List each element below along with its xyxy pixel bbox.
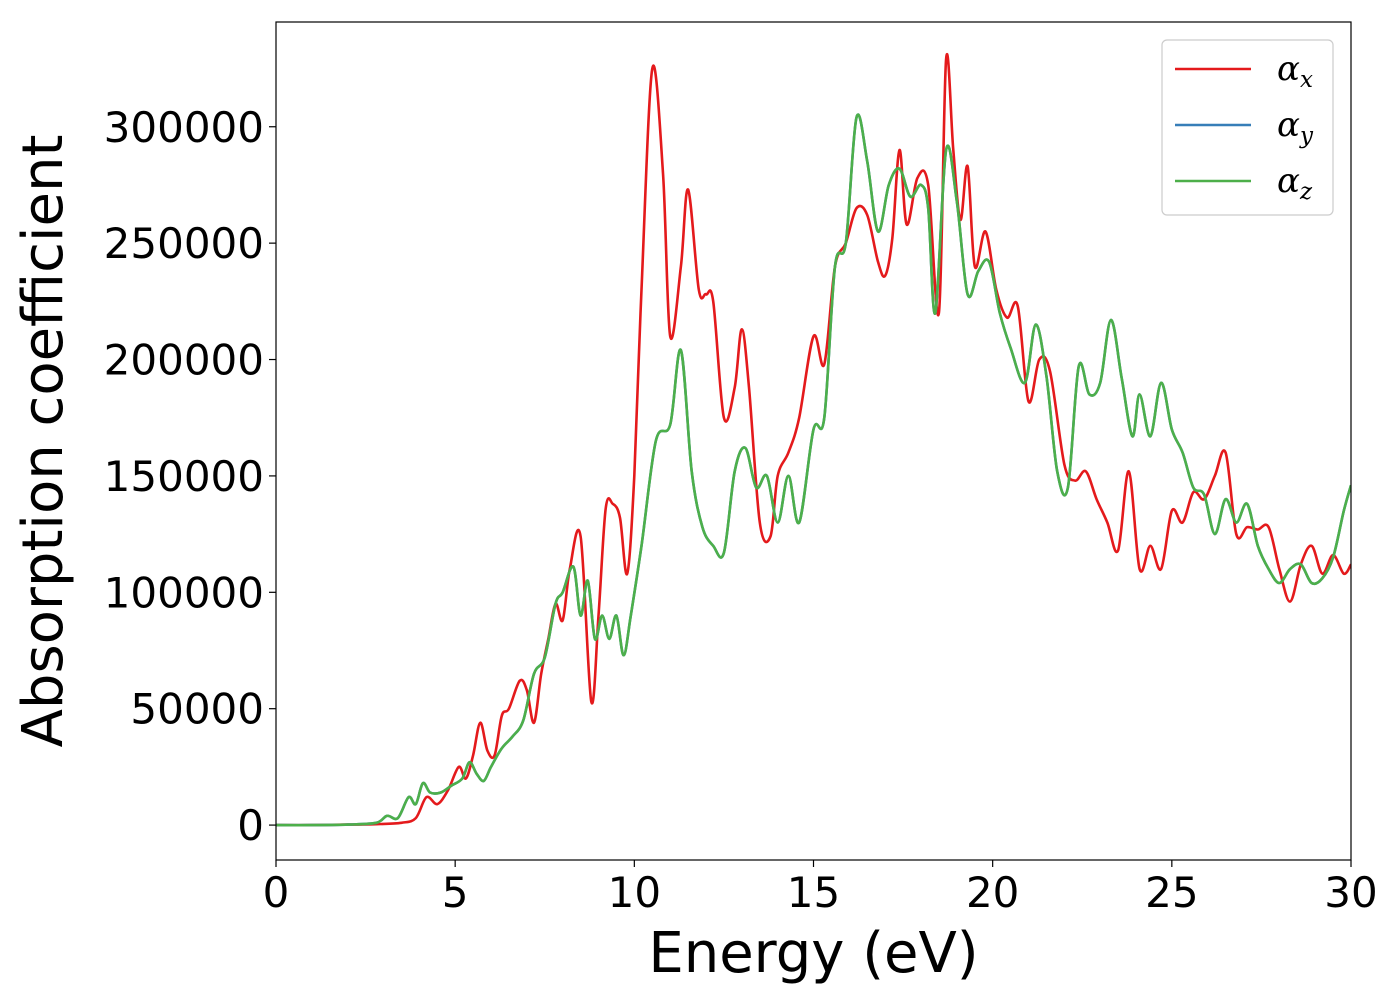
series-line-x [276, 53, 1351, 827]
x-tick-label: 15 [787, 868, 840, 917]
x-tick-label: 20 [966, 868, 1019, 917]
y-tick-label: 150000 [104, 452, 264, 501]
legend-box [1161, 39, 1334, 216]
legend: αx αy αz [1161, 39, 1334, 216]
series-line-z [276, 113, 1351, 827]
legend-label-z: αz [1277, 161, 1313, 205]
y-axis-ticks: 0 50000 100000 150000 200000 250000 300000 [104, 103, 276, 850]
x-tick-label: 30 [1324, 868, 1377, 917]
x-axis-ticks: 0 5 10 15 20 25 30 [263, 860, 1378, 917]
y-tick-label: 100000 [104, 568, 264, 617]
y-tick-label: 200000 [104, 336, 264, 385]
series-line-y [276, 113, 1351, 827]
y-tick-label: 0 [237, 801, 264, 850]
y-tick-label: 250000 [104, 219, 264, 268]
y-axis-label: Absorption coefficient [11, 135, 76, 748]
x-tick-label: 25 [1145, 868, 1198, 917]
legend-label-y: αy [1277, 105, 1314, 149]
x-tick-label: 10 [608, 868, 661, 917]
y-tick-label: 300000 [104, 103, 264, 152]
x-tick-label: 0 [263, 868, 290, 917]
legend-label-x: αx [1277, 49, 1313, 93]
x-tick-label: 5 [442, 868, 469, 917]
series-layer [276, 53, 1351, 827]
y-tick-label: 50000 [130, 685, 264, 734]
x-axis-label: Energy (eV) [648, 921, 978, 986]
